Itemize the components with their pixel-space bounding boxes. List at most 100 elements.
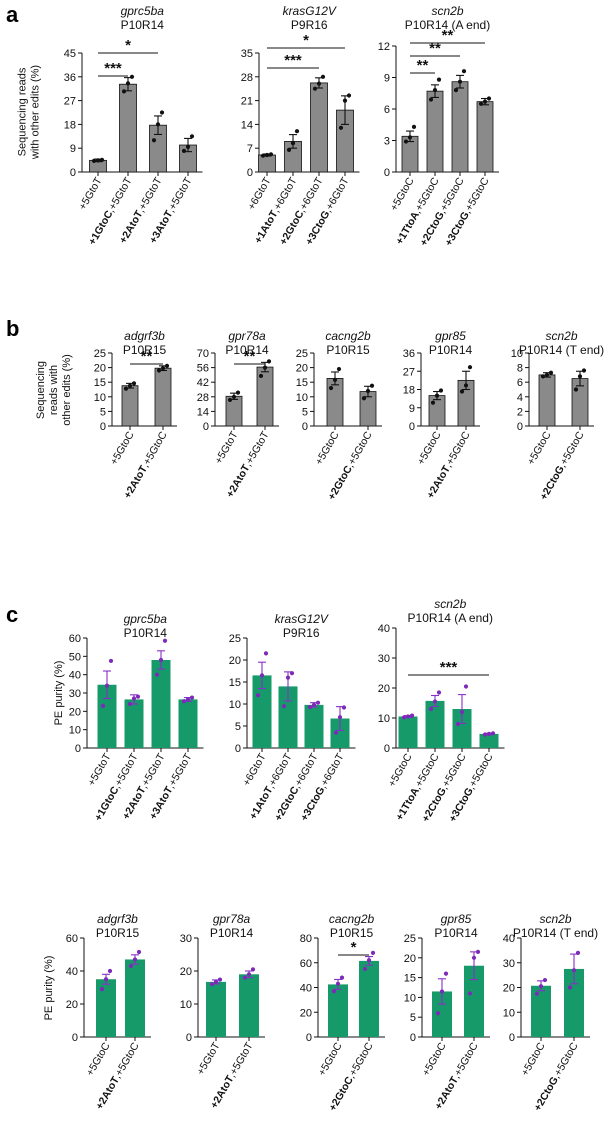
y-axis-title: Sequencing reads: [17, 67, 29, 156]
x-tick-label: +5GtoT: [195, 1040, 223, 1077]
chart-subtitle: P9R16: [283, 626, 320, 640]
data-point: [312, 86, 318, 91]
data-point: [411, 124, 417, 129]
significance-label: **: [442, 27, 454, 44]
y-tick-label: 30: [503, 958, 515, 970]
y-tick-label: 0: [410, 1032, 416, 1044]
data-point: [361, 396, 367, 401]
x-tick-label-edit: +5GtoT: [195, 1040, 223, 1077]
data-point: [478, 101, 484, 106]
y-tick-label: 20: [296, 363, 308, 375]
x-tick-label: +5GtoC: [415, 429, 444, 467]
data-point: [338, 125, 344, 130]
panel-letter-a: a: [6, 2, 19, 27]
significance-label: *: [125, 37, 131, 54]
data-point: [409, 713, 415, 718]
y-tick-label: 27: [64, 96, 76, 108]
data-point: [281, 704, 287, 709]
y-tick-label: 18: [403, 385, 415, 397]
y-tick-label: 20: [66, 999, 78, 1011]
data-point: [365, 388, 371, 394]
chart-subtitle: P10R14 (A end): [408, 611, 493, 625]
y-tick-label: 20: [180, 966, 192, 978]
data-point: [160, 366, 166, 371]
x-tick-label-base: ,+5GtoC: [443, 429, 473, 469]
bar: [125, 959, 145, 1037]
data-point: [262, 365, 268, 370]
data-point: [246, 972, 252, 977]
y-tick-label: 27: [403, 366, 415, 378]
data-point: [121, 89, 127, 94]
data-point: [155, 122, 161, 127]
x-tick-label-edit: +2AtoT: [208, 1073, 237, 1111]
chart-title: scn2b: [431, 4, 463, 18]
data-point: [331, 989, 337, 994]
data-point: [258, 373, 264, 379]
significance-label: ***: [104, 60, 122, 77]
y-tick-label: 20: [378, 683, 390, 695]
y-tick-label: 45: [64, 48, 76, 60]
data-point: [156, 368, 162, 373]
charts-layer: gprc5baP10R140918273645+5GtoT+1GtoC,+5Gt…: [17, 4, 605, 1113]
y-axis-title: PE purity (%): [43, 956, 55, 1021]
data-point: [467, 991, 473, 996]
chart-title: gpr78a: [213, 912, 251, 926]
y-axis-title: Sequencing: [35, 361, 47, 419]
x-tick-label-edit: +1AtoT: [247, 784, 276, 822]
data-point: [127, 383, 133, 388]
x-tick-label-edit: +2GtoC: [327, 1074, 356, 1113]
x-tick-label-base: ,+5GtoC: [551, 1040, 581, 1080]
data-point: [571, 968, 577, 973]
x-tick-label-base: ,+5GtoC: [439, 751, 469, 791]
x-tick-label: +5GtoC: [519, 1040, 548, 1078]
x-tick-label-edit: +3AtoT: [147, 208, 176, 246]
x-tick-label-edit: +2AtoT: [94, 1074, 123, 1112]
y-tick-label: 50: [69, 651, 81, 663]
y-tick-label: 9: [409, 403, 415, 415]
data-point: [99, 987, 105, 992]
data-point: [369, 383, 375, 388]
data-point: [164, 363, 170, 368]
data-point: [189, 134, 195, 139]
significance-label: **: [417, 57, 429, 74]
data-point: [341, 705, 347, 710]
data-point: [436, 77, 442, 82]
y-tick-label: 20: [404, 953, 416, 965]
x-tick-label-base: ,+6GtoT: [322, 175, 352, 215]
y-tick-label: 0: [409, 421, 415, 433]
data-point: [540, 374, 546, 379]
y-tick-label: 10: [404, 992, 416, 1004]
x-tick-label: +6GtoT: [246, 175, 274, 212]
significance-label: *: [303, 32, 309, 49]
x-tick-label-edit: +2AtoT: [425, 463, 454, 501]
data-point: [362, 966, 368, 972]
x-tick-label: +5GtoT: [77, 175, 105, 212]
chart-subtitle: P10R14: [434, 926, 478, 940]
data-point: [548, 370, 554, 375]
x-tick-label-base: ,+5GtoT: [165, 751, 195, 791]
data-point: [538, 984, 544, 989]
data-point: [320, 74, 326, 79]
data-point: [475, 949, 481, 954]
data-point: [370, 950, 376, 955]
x-tick-label-edit: +5GtoT: [86, 751, 114, 788]
y-tick-label: 25: [94, 348, 106, 360]
x-tick-label-base: ,+5GtoC: [557, 429, 587, 469]
x-tick-label-base: ,+5GtoT: [165, 175, 195, 215]
bar: [531, 985, 551, 1037]
data-point: [307, 704, 313, 710]
data-point: [242, 975, 248, 980]
data-point: [335, 981, 341, 986]
data-point: [434, 393, 440, 398]
significance-label: ***: [440, 659, 458, 676]
data-point: [100, 703, 106, 708]
y-tick-label: 28: [197, 392, 209, 404]
y-tick-label: 8: [517, 363, 523, 375]
